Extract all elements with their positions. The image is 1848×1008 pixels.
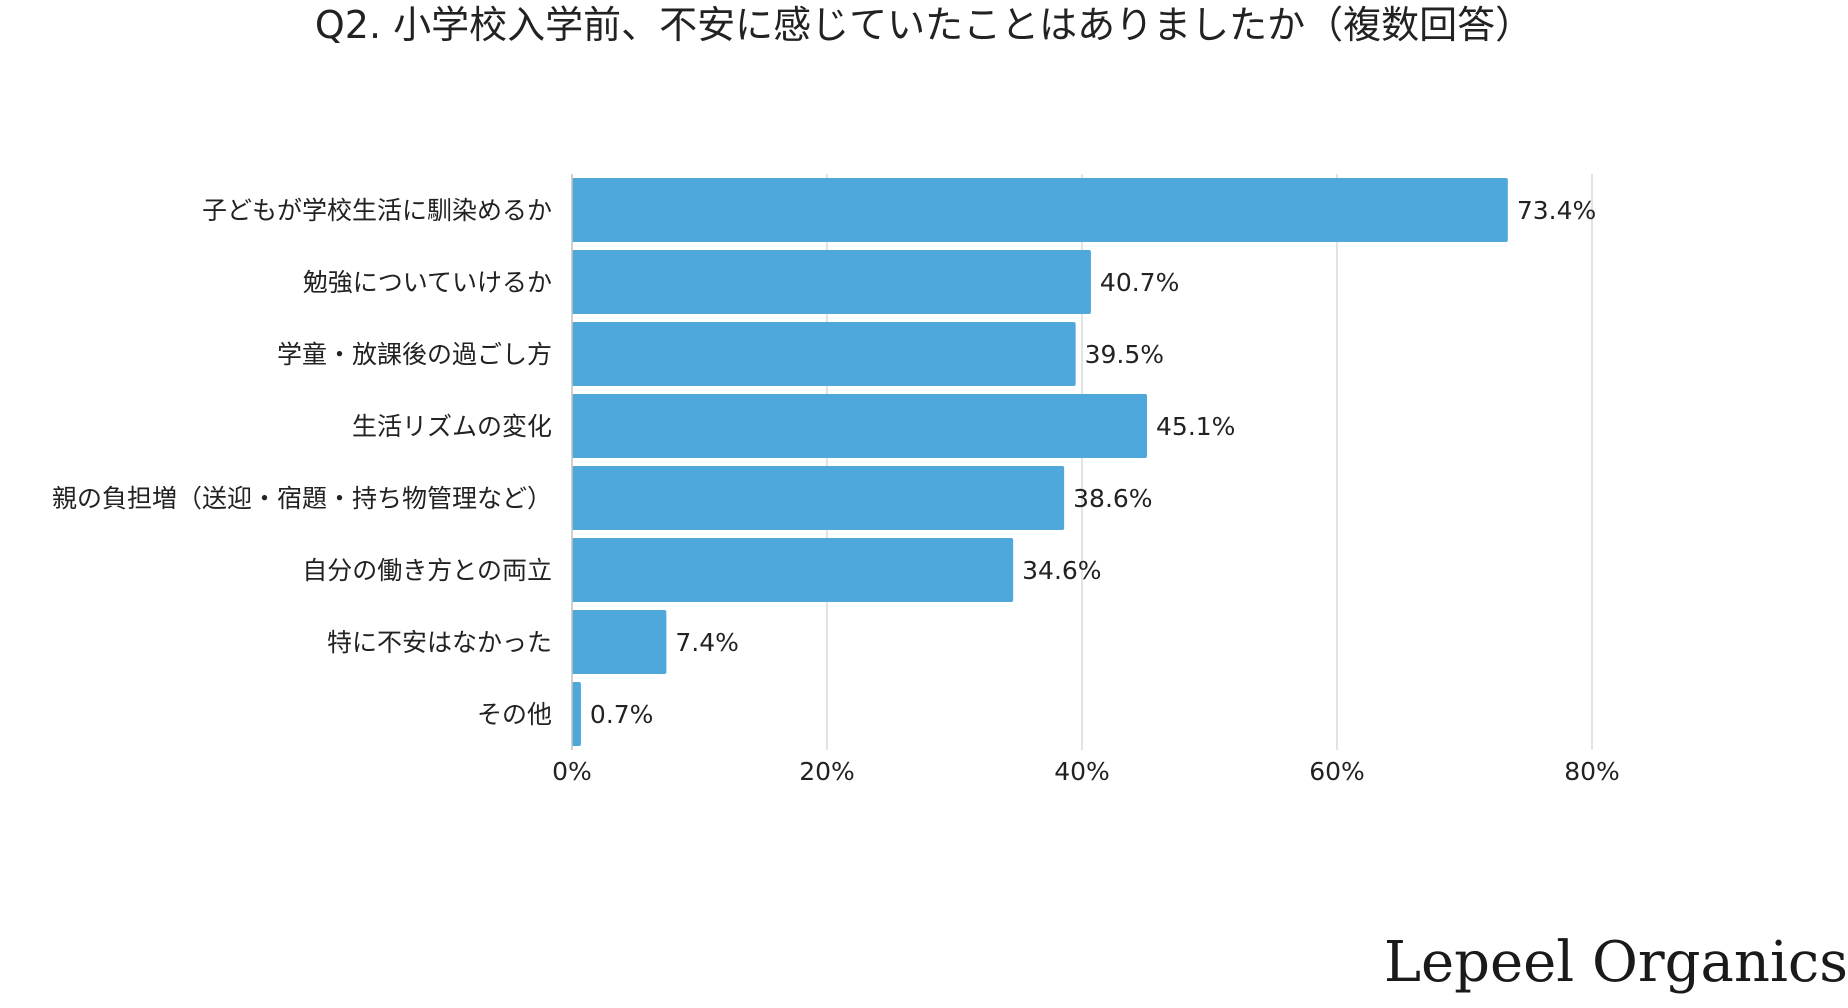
bars — [572, 178, 1508, 746]
bar — [572, 682, 581, 746]
value-label: 0.7% — [590, 700, 654, 729]
bar — [572, 250, 1091, 314]
x-tick-label: 80% — [1564, 757, 1620, 786]
brand-logo-text: Lepeel Organics — [1383, 930, 1848, 995]
category-label: 学童・放課後の過ごし方 — [277, 340, 552, 369]
value-labels: 73.4% 40.7% 39.5% 45.1% 38.6% 34.6% 7.4% 0.7% — [590, 196, 1596, 729]
bar — [572, 466, 1065, 530]
value-label: 34.6% — [1022, 556, 1101, 585]
x-tick-labels: 0% 20% 40% 60% 80% — [552, 757, 1620, 786]
bar — [572, 610, 667, 674]
category-label: その他 — [477, 700, 552, 729]
category-label: 勉強についていけるか — [303, 268, 552, 297]
category-labels: 子どもが学校生活に馴染めるか勉強についていけるか学童・放課後の過ごし方生活リズム… — [52, 196, 552, 729]
value-label: 45.1% — [1156, 412, 1235, 441]
x-tick-label: 40% — [1054, 757, 1110, 786]
x-tick-label: 60% — [1309, 757, 1365, 786]
value-label: 39.5% — [1085, 340, 1164, 369]
bar — [572, 538, 1014, 602]
category-label: 子どもが学校生活に馴染めるか — [202, 196, 552, 225]
bar — [572, 178, 1508, 242]
value-label: 73.4% — [1517, 196, 1596, 225]
chart-title: Q2. 小学校入学前、不安に感じていたことはありましたか（複数回答） — [314, 3, 1534, 47]
x-tick-label: 20% — [799, 757, 855, 786]
value-label: 38.6% — [1073, 484, 1152, 513]
category-label: 自分の働き方との両立 — [302, 556, 552, 585]
value-label: 7.4% — [675, 628, 739, 657]
x-tick-label: 0% — [552, 757, 592, 786]
category-label: 生活リズムの変化 — [352, 412, 552, 441]
bar — [572, 394, 1148, 458]
value-label: 40.7% — [1100, 268, 1179, 297]
bar — [572, 322, 1076, 386]
category-label: 親の負担増（送迎・宿題・持ち物管理など） — [52, 484, 552, 513]
category-label: 特に不安はなかった — [327, 628, 552, 657]
